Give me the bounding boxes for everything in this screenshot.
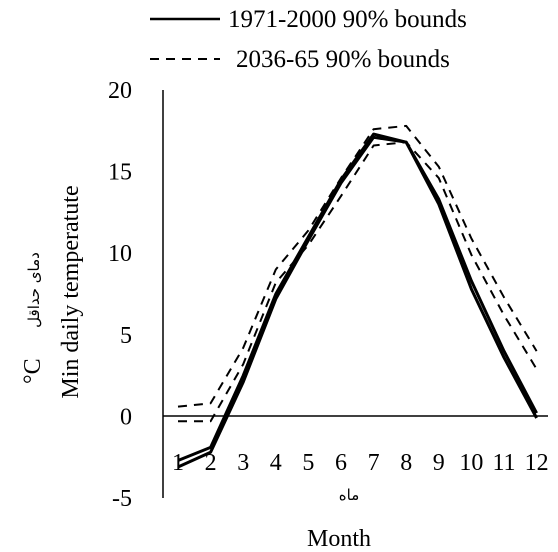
y-axis-persian-group: دمای حداقل — [25, 252, 43, 328]
x-tick-label: 9 — [433, 450, 445, 476]
series-line-1971-2000-1 — [177, 135, 538, 469]
legend: 1971-2000 90% bounds 2036-65 90% bounds — [150, 6, 467, 73]
x-axis-title: Month — [307, 526, 371, 552]
series-line-2036-65-2 — [177, 124, 538, 408]
y-axis-title-group: Min daily temperatute — [58, 185, 84, 398]
x-tick-label: 2 — [205, 450, 217, 476]
x-tick-label: 3 — [237, 450, 249, 476]
y-axis-title-persian: دمای حداقل — [25, 252, 43, 328]
y-tick-label: 0 — [120, 404, 132, 430]
series-line-2036-65-3 — [178, 141, 538, 423]
x-axis-title-persian: ماه — [339, 486, 359, 504]
y-tick-label: 10 — [108, 241, 132, 267]
plot-area — [177, 124, 538, 469]
legend-label-2036-65: 2036-65 90% bounds — [236, 46, 450, 73]
y-tick-labels: -5 0 5 10 15 20 — [108, 78, 132, 512]
y-tick-label: 5 — [120, 323, 132, 349]
x-tick-label: 1 — [172, 450, 184, 476]
y-axis-title: Min daily temperatute — [58, 185, 84, 398]
x-tick-label: 4 — [270, 450, 282, 476]
x-tick-label: 11 — [492, 450, 515, 476]
x-tick-labels: 1 2 3 4 5 6 7 8 9 10 11 12 — [172, 450, 549, 476]
x-tick-label: 7 — [368, 450, 380, 476]
series-line-1971-2000-0 — [177, 132, 538, 462]
y-axis-unit-group: °C — [20, 358, 46, 384]
x-tick-label: 10 — [459, 450, 483, 476]
x-tick-label: 12 — [525, 450, 549, 476]
y-tick-label: 15 — [108, 160, 132, 186]
legend-label-1971-2000: 1971-2000 90% bounds — [228, 6, 467, 33]
x-tick-label: 8 — [400, 450, 412, 476]
y-axis-unit: °C — [20, 358, 46, 384]
x-tick-label: 6 — [335, 450, 347, 476]
y-tick-label: -5 — [112, 486, 132, 512]
y-tick-label: 20 — [108, 78, 132, 104]
x-tick-label: 5 — [302, 450, 314, 476]
